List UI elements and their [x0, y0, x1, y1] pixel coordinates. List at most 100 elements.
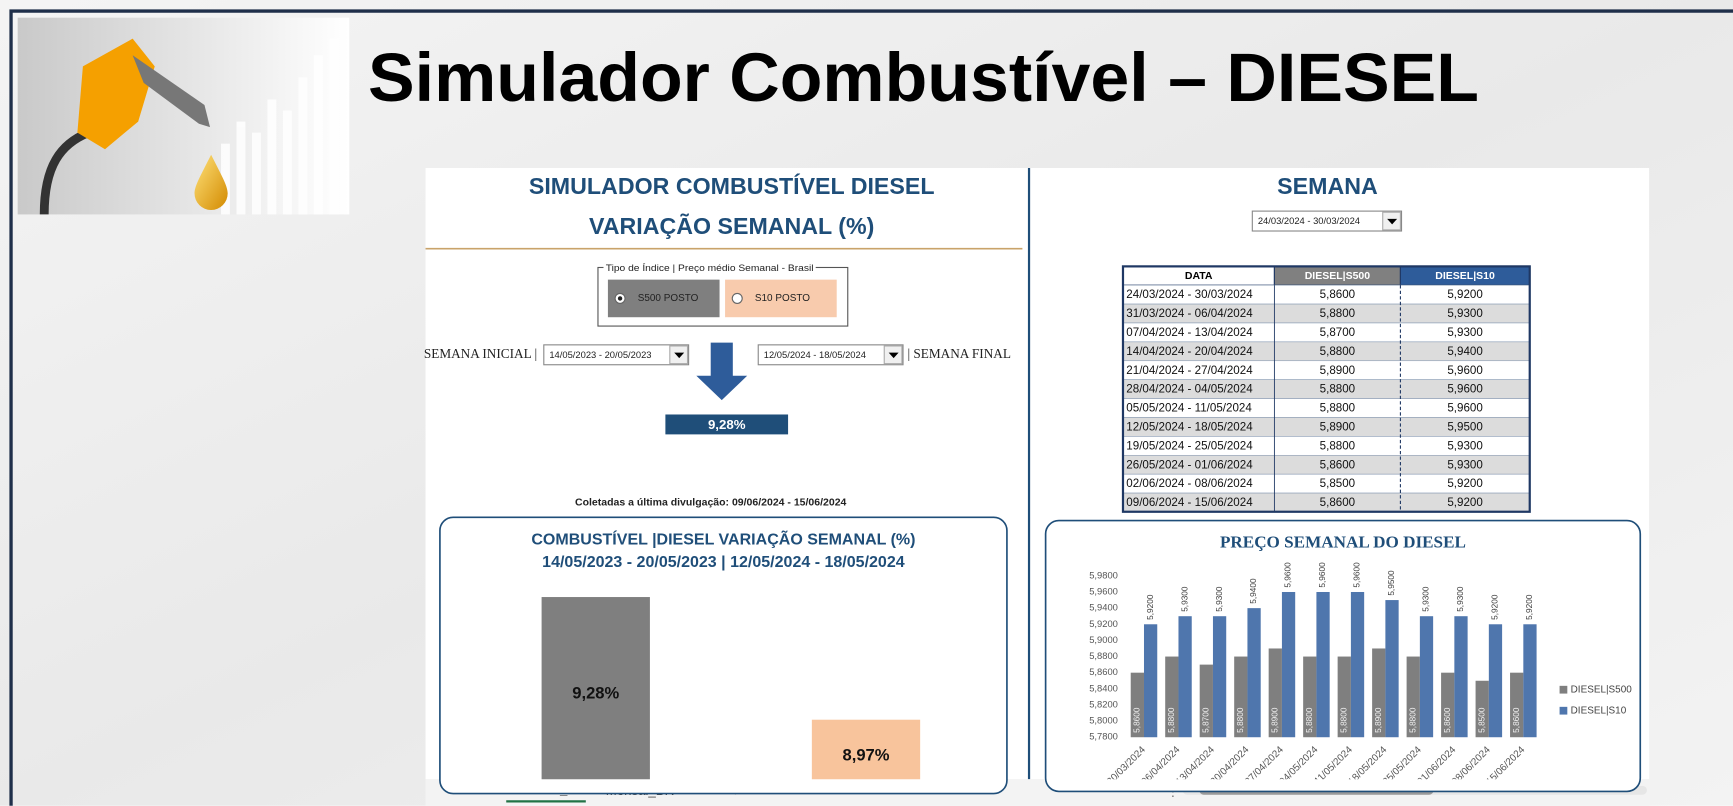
table-cell: 5,9300	[1447, 458, 1482, 471]
data-label: 5,9400	[1249, 578, 1258, 604]
logo-nozzle	[77, 38, 155, 150]
table-header: DIESEL|S10	[1435, 270, 1495, 282]
data-label: 5,9200	[1146, 594, 1155, 620]
dropdown-arrow	[888, 352, 899, 359]
y-tick-label: 5,9400	[1089, 602, 1118, 613]
data-label: 5,8900	[1270, 707, 1279, 733]
dropdown-arrow	[1387, 218, 1398, 225]
y-tick-label: 5,7800	[1089, 731, 1118, 742]
data-label: 5,8600	[1133, 707, 1142, 733]
table-cell: 5,9600	[1447, 364, 1482, 377]
panel-heading: VARIAÇÃO SEMANAL (%)	[589, 212, 874, 239]
table-cell: 5,8600	[1320, 496, 1355, 509]
table-cell: 5,8600	[1320, 288, 1355, 301]
table-cell: 5,9300	[1447, 307, 1482, 320]
table-cell: 5,9300	[1447, 326, 1482, 339]
bar	[1441, 672, 1455, 738]
start-label: SEMANA INICIAL |	[424, 346, 537, 361]
y-tick-label: 5,8800	[1089, 650, 1118, 661]
bar	[1406, 656, 1420, 738]
table-cell: 5,9500	[1447, 421, 1482, 434]
dropdown[interactable]	[1251, 210, 1403, 232]
data-label: 5,9600	[1353, 562, 1362, 588]
data-label: 5,8700	[1202, 707, 1211, 733]
data-label: 5,8800	[1305, 707, 1314, 733]
bar	[811, 719, 921, 780]
data-label: 5,8900	[1374, 707, 1383, 733]
bar	[1419, 616, 1434, 738]
y-tick-label: 5,8400	[1089, 682, 1118, 693]
frame	[9, 9, 1733, 806]
bar	[1212, 616, 1227, 738]
option-button[interactable]	[725, 279, 837, 318]
table-cell: 5,8500	[1320, 477, 1355, 490]
table-cell: 09/06/2024 - 15/06/2024	[1126, 496, 1253, 509]
data-label: 5,9600	[1318, 562, 1327, 588]
table-cell: 07/04/2024 - 13/04/2024	[1126, 326, 1253, 339]
table-cell: 5,8800	[1320, 307, 1355, 320]
table-cell: 5,8800	[1320, 439, 1355, 452]
data-label: 5,9300	[1215, 586, 1224, 612]
chart-title: PREÇO SEMANAL DO DIESEL	[1220, 533, 1466, 552]
legend-swatch	[1559, 685, 1568, 694]
dropdown[interactable]	[757, 344, 904, 366]
table-cell: 5,8800	[1320, 345, 1355, 358]
logo-drop	[194, 154, 228, 211]
table-cell: 5,8800	[1320, 402, 1355, 415]
radio[interactable]	[731, 292, 743, 304]
bar	[1199, 664, 1213, 738]
table-cell: 19/05/2024 - 25/05/2024	[1126, 439, 1253, 452]
data-label: 5,8500	[1477, 707, 1486, 733]
table-cell: 24/03/2024 - 30/03/2024	[1126, 288, 1253, 301]
data-label: 5,9500	[1387, 570, 1396, 596]
data-label: 5,8800	[1236, 707, 1245, 733]
result-value: 9,28%	[708, 417, 746, 432]
bar	[1247, 608, 1261, 738]
table-header: DIESEL|S500	[1305, 270, 1371, 282]
bar	[1130, 672, 1144, 738]
data-label: 5,9200	[1525, 594, 1534, 620]
data-label: 5,8800	[1339, 707, 1348, 733]
y-tick-label: 5,9800	[1089, 569, 1118, 580]
dropdown[interactable]	[543, 344, 690, 366]
bar	[1303, 656, 1317, 738]
bar	[1234, 656, 1248, 738]
option-button[interactable]	[607, 279, 720, 318]
dropdown-arrow	[674, 352, 685, 359]
table-cell: 5,8900	[1320, 421, 1355, 434]
table-cell: 05/05/2024 - 11/05/2024	[1126, 402, 1252, 415]
table-cell: 5,9200	[1447, 477, 1482, 490]
bar	[1316, 591, 1330, 738]
bar	[1488, 624, 1503, 738]
plot: 9,28% 8,97%	[541, 597, 921, 780]
table-cell: 5,8800	[1320, 383, 1355, 396]
bar	[1281, 591, 1296, 738]
y-tick-label: 5,9200	[1089, 618, 1118, 629]
bar	[1143, 624, 1158, 738]
bar	[1165, 656, 1179, 738]
chart-subtitle: 14/05/2023 - 20/05/2023 | 12/05/2024 - 1…	[542, 553, 905, 571]
table-cell: 5,8900	[1320, 364, 1355, 377]
logo	[17, 17, 350, 215]
result-box	[665, 414, 789, 435]
bar	[1337, 656, 1351, 738]
table-cell: 28/04/2024 - 04/05/2024	[1126, 383, 1253, 396]
legend-label: DIESEL|S10	[1571, 705, 1627, 716]
table-cell: 5,9200	[1447, 288, 1482, 301]
bar	[1454, 616, 1468, 738]
collected-note: Coletadas a última divulgação: 09/06/202…	[575, 497, 847, 509]
panel-heading: SIMULADOR COMBUSTÍVEL DIESEL	[529, 172, 935, 199]
table-cell: 26/05/2024 - 01/06/2024	[1126, 458, 1253, 471]
legend-swatch	[1559, 706, 1568, 715]
data-label: 8,97%	[843, 746, 890, 765]
table-cell: 02/06/2024 - 08/06/2024	[1126, 477, 1253, 490]
table-cell: 31/03/2024 - 06/04/2024	[1126, 307, 1253, 320]
table-border	[1121, 265, 1531, 513]
y-tick-label: 5,8600	[1089, 666, 1118, 677]
table-cell: 5,9400	[1447, 345, 1482, 358]
bar	[1350, 591, 1365, 738]
bar	[1475, 680, 1489, 738]
y-tick-label: 5,8000	[1089, 715, 1118, 726]
bar	[1268, 648, 1282, 738]
